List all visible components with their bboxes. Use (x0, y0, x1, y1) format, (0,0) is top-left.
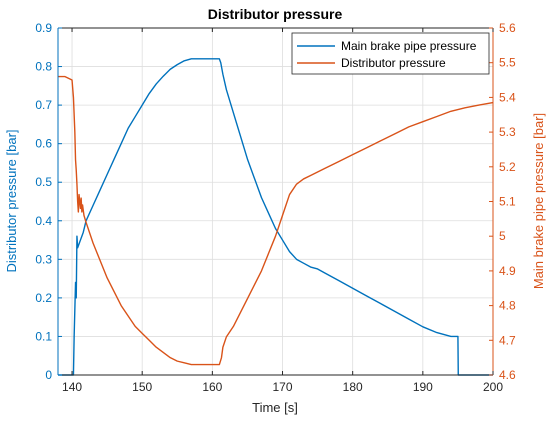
x-tick-label: 150 (132, 380, 152, 394)
legend-box (291, 32, 490, 75)
y-right-tick-label: 4.7 (499, 333, 516, 347)
y-left-tick-label: 0.3 (35, 252, 52, 266)
y-left-tick-label: 0.9 (35, 21, 52, 35)
series-line-distributor (58, 75, 494, 366)
y-left-tick-label: 0.2 (35, 291, 52, 305)
x-tick-label: 140 (62, 380, 82, 394)
x-tick-label: 160 (202, 380, 222, 394)
y-left-tick-label: 0.1 (35, 329, 52, 343)
y-right-tick-label: 5.3 (499, 125, 516, 139)
legend-label-main-brake-pipe: Main brake pipe pressure (341, 39, 477, 53)
y-right-tick-label: 5.5 (499, 56, 516, 70)
y-axis-right-label: Main brake pipe pressure [bar] (531, 113, 546, 289)
legend: Main brake pipe pressure Distributor pre… (291, 32, 490, 75)
x-tick-label: 200 (483, 380, 503, 394)
series-layer (58, 58, 494, 376)
plot-area (58, 28, 493, 375)
y-left-tick-label: 0.8 (35, 60, 52, 74)
y-left-tick-label: 0.4 (35, 214, 52, 228)
x-axis-label: Time [s] (252, 400, 298, 415)
y-right-tick-label: 5.4 (499, 90, 516, 104)
y-left-tick-label: 0.6 (35, 137, 52, 151)
y-right-tick-label: 5 (499, 229, 506, 243)
y-right-tick-label: 4.8 (499, 299, 516, 313)
y-left-tick-label: 0 (45, 368, 52, 382)
x-tick-label: 180 (343, 380, 363, 394)
axes: 140 150 160 170 180 190 200 0 0.1 0.2 0.3 0.4 0.5 0.6… (35, 21, 516, 394)
y-left-tick-label: 0.5 (35, 175, 52, 189)
y-right-tick-label: 5.1 (499, 195, 516, 209)
y-right-tick-label: 4.9 (499, 264, 516, 278)
y-axis-left-label: Distributor pressure [bar] (4, 129, 19, 272)
y-right-tick-label: 5.2 (499, 160, 516, 174)
x-tick-label: 170 (273, 380, 293, 394)
y-left-tick-label: 0.7 (35, 98, 52, 112)
y-right-tick-label: 5.6 (499, 21, 516, 35)
legend-label-distributor: Distributor pressure (341, 56, 446, 70)
x-tick-label: 190 (413, 380, 433, 394)
chart-title: Distributor pressure (208, 6, 343, 22)
y-right-tick-label: 4.6 (499, 368, 516, 382)
series-line-main-brake-pipe (58, 58, 493, 376)
